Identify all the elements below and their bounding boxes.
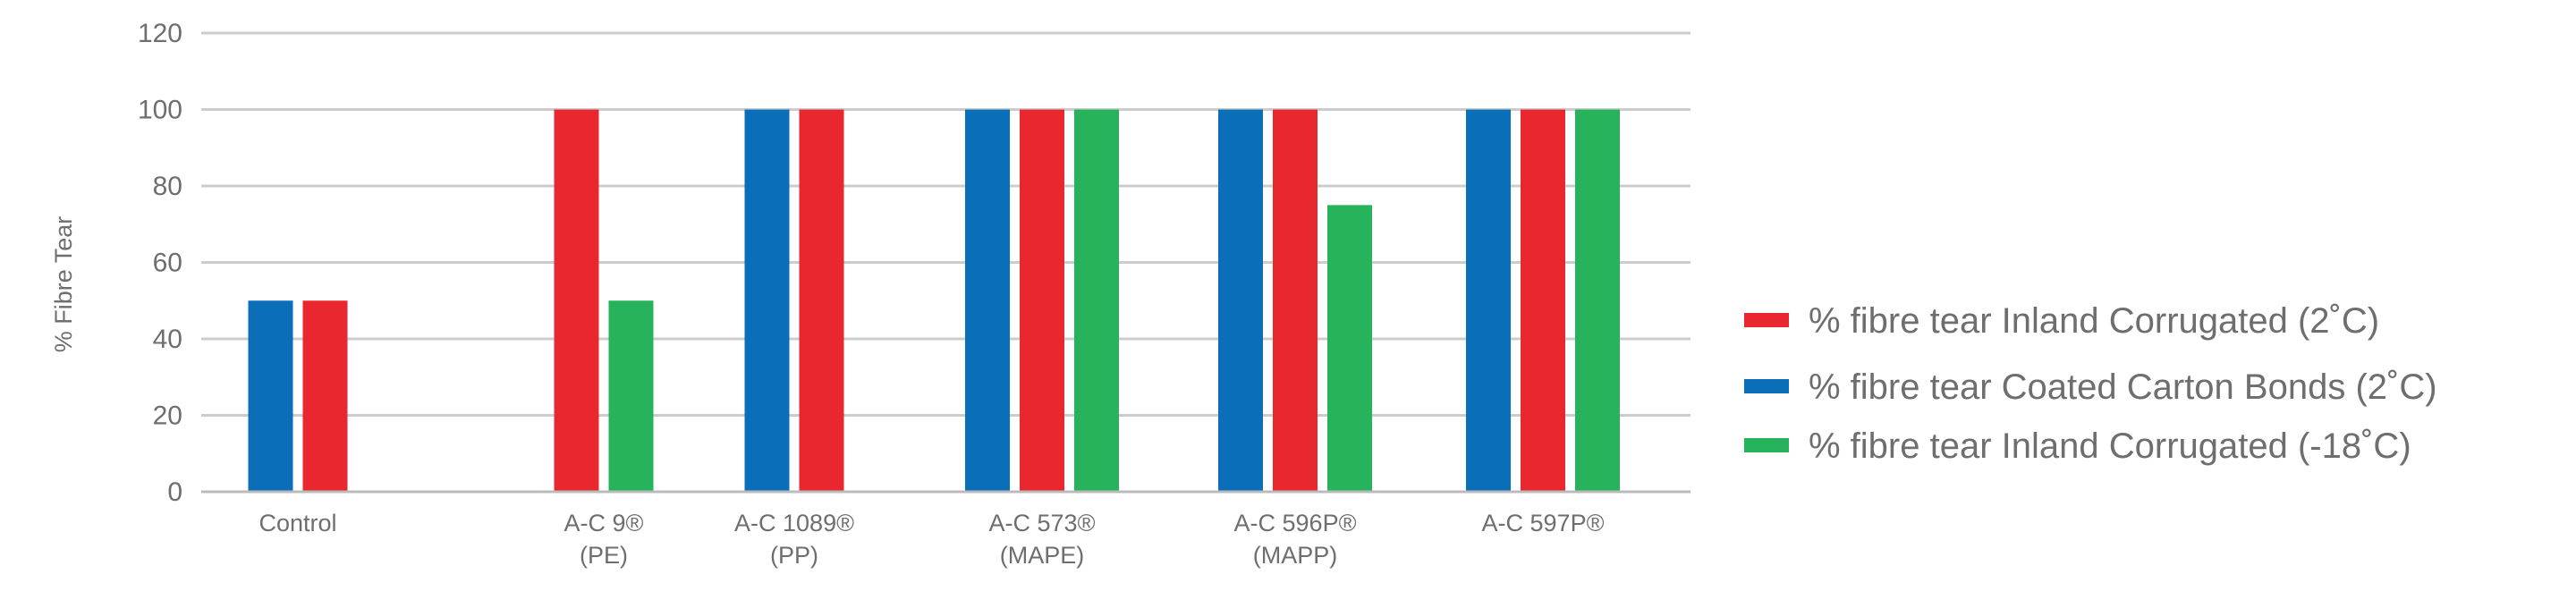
y-tick-label: 40 [153, 325, 182, 354]
x-tick-label: A-C 573® [989, 510, 1096, 536]
bar [1466, 109, 1511, 492]
bar [1020, 109, 1064, 492]
y-tick-label: 20 [153, 401, 182, 431]
bar [248, 300, 293, 492]
legend-label: % fibre tear Coated Carton Bonds (2˚C) [1809, 367, 2437, 407]
x-tick-label: A-C 1089® [734, 510, 854, 536]
y-tick-label: 60 [153, 249, 182, 278]
bar [744, 109, 790, 492]
y-axis-ticks: 0 20 40 60 80 100 120 [138, 19, 182, 507]
legend-swatch [1744, 438, 1789, 452]
bar [1074, 109, 1119, 492]
x-tick-label: (MAPP) [1253, 542, 1338, 569]
bar [1575, 109, 1620, 492]
y-tick-label: 120 [138, 19, 182, 48]
bar [554, 109, 599, 492]
bar [799, 109, 844, 492]
bar [1273, 109, 1318, 492]
bar [1521, 109, 1565, 492]
x-tick-label: (MAPE) [1000, 542, 1085, 569]
bar [1218, 109, 1263, 492]
x-tick-label: Control [258, 510, 336, 536]
legend: % fibre tear Inland Corrugated (2˚C) % fi… [1744, 301, 2437, 466]
x-tick-label: A-C 596P® [1234, 510, 1357, 536]
x-tick-label: A-C 597P® [1482, 510, 1605, 536]
bar [965, 109, 1010, 492]
x-tick-label: A-C 9® [564, 510, 644, 536]
y-tick-label: 0 [167, 477, 182, 507]
legend-swatch [1744, 379, 1789, 393]
y-axis-label: % Fibre Tear [50, 216, 77, 353]
bar [302, 300, 348, 492]
x-tick-label: (PE) [580, 542, 628, 569]
y-tick-label: 100 [138, 96, 182, 125]
bars [201, 109, 1690, 494]
gridlines [201, 31, 1690, 494]
y-tick-label: 80 [153, 172, 182, 201]
legend-label: % fibre tear Inland Corrugated (2˚C) [1809, 301, 2379, 341]
legend-swatch [1744, 313, 1789, 327]
bar [608, 300, 654, 492]
legend-label: % fibre tear Inland Corrugated (-18˚C) [1809, 426, 2411, 466]
bar [1327, 205, 1372, 492]
x-axis-category-labels: Control A-C 9® (PE) A-C 1089® (PP) A-C 573® (M… [258, 510, 1604, 569]
x-tick-label: (PP) [770, 542, 818, 569]
